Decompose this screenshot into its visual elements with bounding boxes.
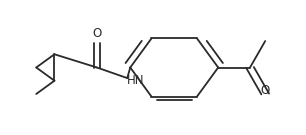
Text: O: O <box>92 27 102 40</box>
Text: HN: HN <box>127 74 145 87</box>
Text: O: O <box>261 84 270 97</box>
